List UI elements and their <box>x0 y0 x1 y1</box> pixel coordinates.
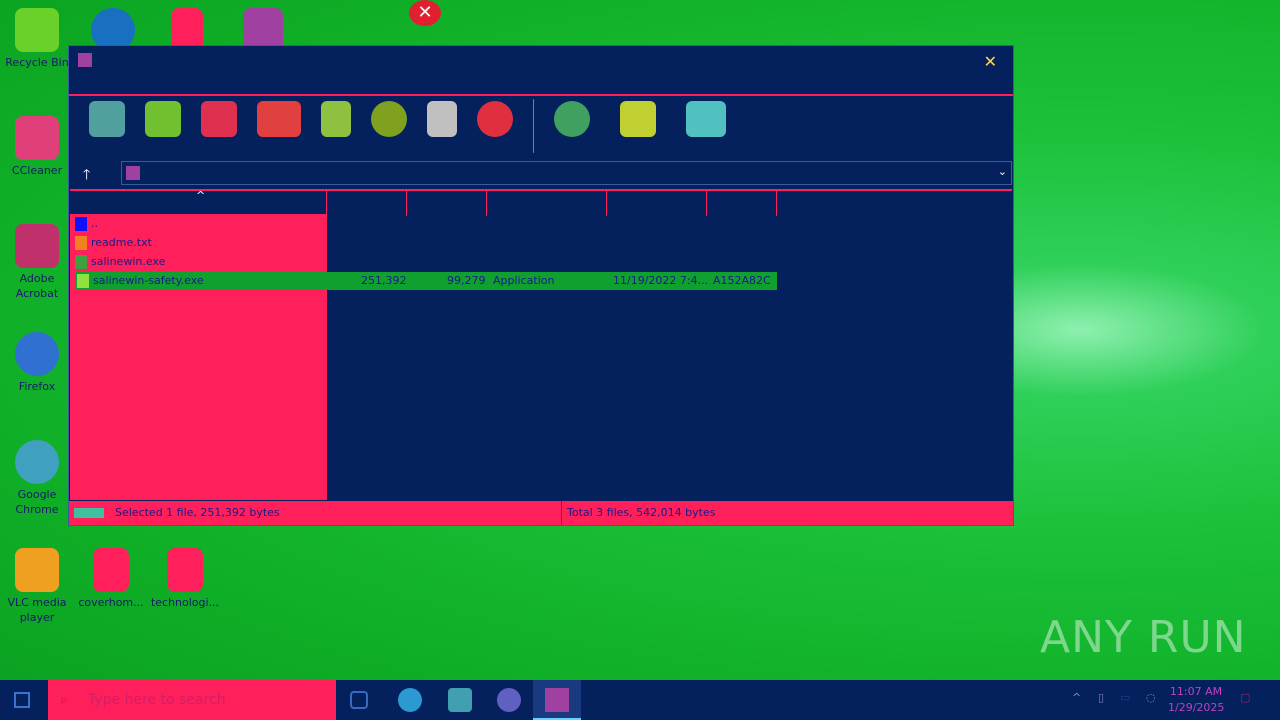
column-size[interactable] <box>326 191 327 216</box>
status-total: Total 3 files, 542,014 bytes <box>561 501 715 525</box>
start-button[interactable] <box>14 692 30 708</box>
volume-icon[interactable]: ◌ <box>1146 691 1156 704</box>
address-bar[interactable]: ⌄ <box>121 161 1012 185</box>
close-icon[interactable]: ✕ <box>983 52 997 71</box>
status-selected: Selected 1 file, 251,392 bytes <box>115 506 280 519</box>
extract-button[interactable] <box>145 101 181 137</box>
error-icon: ✕ <box>409 0 441 26</box>
notification-icon[interactable]: ▢ <box>1240 691 1251 704</box>
column-type[interactable] <box>486 191 487 216</box>
winrar-window: ✕ 🡑 ⌄ ^ .. readme.txt salinewin.exe sali… <box>68 45 1014 526</box>
virusscan-button[interactable] <box>554 101 590 137</box>
desktop-icon-winrar[interactable] <box>228 8 298 55</box>
test-button[interactable] <box>201 101 237 137</box>
desktop-icon-firefox[interactable]: Firefox <box>2 332 72 394</box>
taskbar-explorer[interactable] <box>448 688 472 712</box>
app-icon <box>78 53 92 67</box>
chevron-up-icon[interactable]: ^ <box>1072 691 1082 704</box>
file-row[interactable]: salinewin.exe <box>75 252 165 271</box>
column-crc[interactable] <box>706 191 707 216</box>
archive-icon <box>126 166 140 180</box>
delete-button[interactable] <box>321 101 351 137</box>
sort-ascending-icon[interactable]: ^ <box>196 189 206 202</box>
add-button[interactable] <box>89 101 125 137</box>
file-row-parent[interactable]: .. <box>75 214 98 233</box>
view-button[interactable] <box>257 101 301 137</box>
task-view-button[interactable] <box>350 691 368 709</box>
taskbar-firefox[interactable] <box>497 688 521 712</box>
key-icon <box>74 508 104 518</box>
info-button[interactable] <box>477 101 513 137</box>
exe-file-icon <box>77 274 89 288</box>
watermark-logo: ANY RUN <box>1040 612 1247 663</box>
clock[interactable]: 11:07 AM 1/29/2025 <box>1168 685 1225 714</box>
up-arrow-icon[interactable]: 🡑 <box>83 167 91 183</box>
desktop-icon-coverhom[interactable]: coverhom... <box>76 548 146 610</box>
file-row[interactable]: readme.txt <box>75 233 152 252</box>
column-headers: ^ <box>70 189 1012 216</box>
name-column <box>70 214 327 500</box>
desktop-icon-recycle-bin[interactable]: Recycle Bin <box>2 8 72 70</box>
comment-button[interactable] <box>620 101 656 137</box>
search-input[interactable]: ⌕ Type here to search <box>48 680 336 720</box>
desktop-icon-vlc[interactable]: VLC media player <box>2 548 72 625</box>
text-file-icon <box>75 235 87 250</box>
toolbar-separator <box>533 99 534 153</box>
display-icon[interactable]: ▭ <box>1120 691 1131 704</box>
folder-up-icon <box>75 216 87 231</box>
chevron-down-icon[interactable]: ⌄ <box>997 165 1007 178</box>
column-end <box>776 191 777 216</box>
title-bar: ✕ <box>69 46 1013 96</box>
desktop-icon-technologi[interactable]: technologi... <box>150 548 220 610</box>
network-icon[interactable]: ▯ <box>1098 691 1105 704</box>
toolbar <box>89 99 726 153</box>
desktop-icon-file[interactable] <box>152 8 222 55</box>
find-button[interactable] <box>371 101 407 137</box>
desktop-icon-acrobat[interactable]: Adobe Acrobat <box>2 224 72 301</box>
search-icon: ⌕ <box>60 692 68 708</box>
column-modified[interactable] <box>606 191 607 216</box>
file-row-selected[interactable]: salinewin-safety.exe 251,392 99,279 Appl… <box>75 272 777 290</box>
desktop-icon-edge[interactable] <box>78 8 148 55</box>
status-bar: Selected 1 file, 251,392 bytes Total 3 f… <box>69 501 1013 525</box>
column-packed[interactable] <box>406 191 407 216</box>
taskbar: ⌕ Type here to search ^ ▯ ▭ ◌ 11:07 AM 1/2… <box>0 680 1280 720</box>
exe-file-icon <box>75 254 87 269</box>
taskbar-winrar[interactable] <box>533 680 581 720</box>
taskbar-edge[interactable] <box>398 688 422 712</box>
wizard-button[interactable] <box>427 101 457 137</box>
sfx-button[interactable] <box>686 101 726 137</box>
desktop-icon-ccleaner[interactable]: CCleaner <box>2 116 72 178</box>
desktop-icon-chrome[interactable]: Google Chrome <box>2 440 72 517</box>
